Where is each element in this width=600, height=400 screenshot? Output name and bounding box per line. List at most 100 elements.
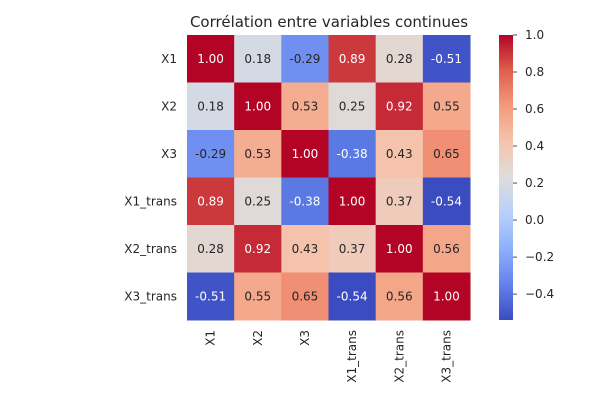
row-labels: X1 X2 X3 X1_trans X2_trans X3_trans [124, 52, 177, 304]
heatmap-cell-label: 0.25 [244, 194, 271, 208]
heatmap-cell [281, 177, 330, 226]
heatmap-cell-label: 1.00 [386, 242, 413, 256]
heatmap-cell-label: 0.53 [292, 99, 319, 113]
heatmap-cell-label: 0.28 [197, 242, 224, 256]
colorbar-tick-label: 0.8 [525, 65, 544, 79]
heatmap-cell [422, 225, 471, 273]
heatmap-cell [328, 177, 377, 226]
heatmap-cell [281, 35, 330, 83]
heatmap-cell-label: -0.51 [195, 289, 226, 303]
heatmap-cell-label: 1.00 [339, 194, 366, 208]
heatmap-cell [234, 82, 282, 131]
column-label: X3_trans [439, 330, 453, 383]
heatmap-cell-label: 0.89 [197, 194, 224, 208]
heatmap-cell-label: 0.55 [433, 99, 460, 113]
heatmap-cell [187, 272, 235, 321]
heatmap-cell-label: 0.18 [197, 99, 224, 113]
heatmap-cell-label: 1.00 [197, 52, 224, 66]
heatmap-cell-label: 1.00 [244, 99, 271, 113]
heatmap-cell-label: 0.25 [339, 99, 366, 113]
heatmap-cell [422, 130, 471, 178]
heatmap-cell-label: 0.37 [386, 194, 413, 208]
heatmap-cell [422, 177, 471, 226]
heatmap-cell [234, 225, 282, 273]
heatmap-cell-label: -0.29 [195, 147, 226, 161]
column-labels: X1 X2 X3 X1_trans X2_trans X3_trans [204, 330, 454, 383]
heatmap-cell [422, 272, 471, 321]
colorbar-tick-label: 1.0 [525, 28, 544, 42]
colorbar-tick-label: −0.4 [525, 287, 554, 301]
heatmap-cell-label: -0.54 [431, 194, 462, 208]
heatmap-cell [281, 272, 330, 321]
heatmap-cell-label: 0.37 [339, 242, 366, 256]
heatmap-cell [234, 35, 282, 83]
heatmap-cell-labels: 1.00 0.18 -0.29 0.89 0.28 -0.51 0.18 1.00 0.53 0.… [195, 52, 462, 304]
heatmap-cell [187, 130, 235, 178]
heatmap-cell [187, 225, 235, 273]
colorbar-ticks: −0.4 −0.2 0.0 0.2 0.4 0.6 0.8 1.0 [513, 28, 554, 301]
heatmap-cell [375, 272, 424, 321]
colorbar-tick-label: 0.6 [525, 102, 544, 116]
heatmap-cell [234, 177, 282, 226]
heatmap-cells [187, 35, 471, 321]
colorbar-tick-label: 0.4 [525, 139, 544, 153]
chart-title: Corrélation entre variables continues [190, 13, 468, 31]
heatmap-cell [328, 130, 377, 178]
heatmap-cell [187, 35, 235, 83]
heatmap-cell-label: -0.38 [337, 147, 368, 161]
heatmap-cell [328, 272, 377, 321]
heatmap-cell [375, 130, 424, 178]
heatmap-cell-label: 0.28 [386, 52, 413, 66]
heatmap-cell [375, 225, 424, 273]
heatmap-cell-label: 0.65 [292, 289, 319, 303]
heatmap-cell [375, 35, 424, 83]
column-label: X2_trans [392, 330, 406, 383]
row-label: X1_trans [124, 194, 177, 208]
column-label: X3 [298, 330, 312, 346]
heatmap-cell [234, 130, 282, 178]
heatmap-cell-label: 0.43 [386, 147, 413, 161]
colorbar-tick-label: 0.2 [525, 176, 544, 190]
heatmap-cell-label: 0.56 [433, 242, 460, 256]
row-label: X3 [161, 147, 177, 161]
heatmap-cell [187, 82, 235, 131]
heatmap-cell-label: 0.55 [244, 289, 271, 303]
heatmap-cell-label: 0.89 [339, 52, 366, 66]
row-label: X3_trans [124, 289, 177, 303]
heatmap-cell-label: 1.00 [433, 289, 460, 303]
heatmap-cell [422, 35, 471, 83]
heatmap-cell-label: 1.00 [292, 147, 319, 161]
heatmap-cell-label: -0.54 [337, 289, 368, 303]
heatmap-cell-label: 0.56 [386, 289, 413, 303]
heatmap-cell-label: -0.38 [289, 194, 320, 208]
column-label: X1 [204, 330, 218, 346]
column-label: X1_trans [345, 330, 359, 383]
heatmap-cell-label: 0.43 [292, 242, 319, 256]
colorbar-tick-label: 0.0 [525, 213, 544, 227]
heatmap-cell [234, 272, 282, 321]
heatmap-cell [187, 177, 235, 226]
heatmap-cell-label: 0.92 [386, 99, 413, 113]
heatmap-cell [281, 130, 330, 178]
colorbar-gradient [499, 35, 513, 320]
column-label: X2 [251, 330, 265, 346]
heatmap-cell-label: -0.51 [431, 52, 462, 66]
heatmap-cell-label: 0.92 [244, 242, 271, 256]
row-label: X2_trans [124, 242, 177, 256]
heatmap-cell-label: -0.29 [289, 52, 320, 66]
colorbar: −0.4 −0.2 0.0 0.2 0.4 0.6 0.8 1.0 [499, 28, 554, 320]
heatmap-cell [328, 35, 377, 83]
heatmap-cell [328, 225, 377, 273]
heatmap-cell [375, 177, 424, 226]
colorbar-tick-label: −0.2 [525, 250, 554, 264]
heatmap-cell [422, 82, 471, 131]
heatmap-cell-label: 0.65 [433, 147, 460, 161]
heatmap-cell-label: 0.18 [244, 52, 271, 66]
row-label: X2 [161, 99, 177, 113]
row-label: X1 [161, 52, 177, 66]
heatmap-cell [328, 82, 377, 131]
heatmap-cell [281, 82, 330, 131]
heatmap-cell-label: 0.53 [244, 147, 271, 161]
heatmap-cell [281, 225, 330, 273]
